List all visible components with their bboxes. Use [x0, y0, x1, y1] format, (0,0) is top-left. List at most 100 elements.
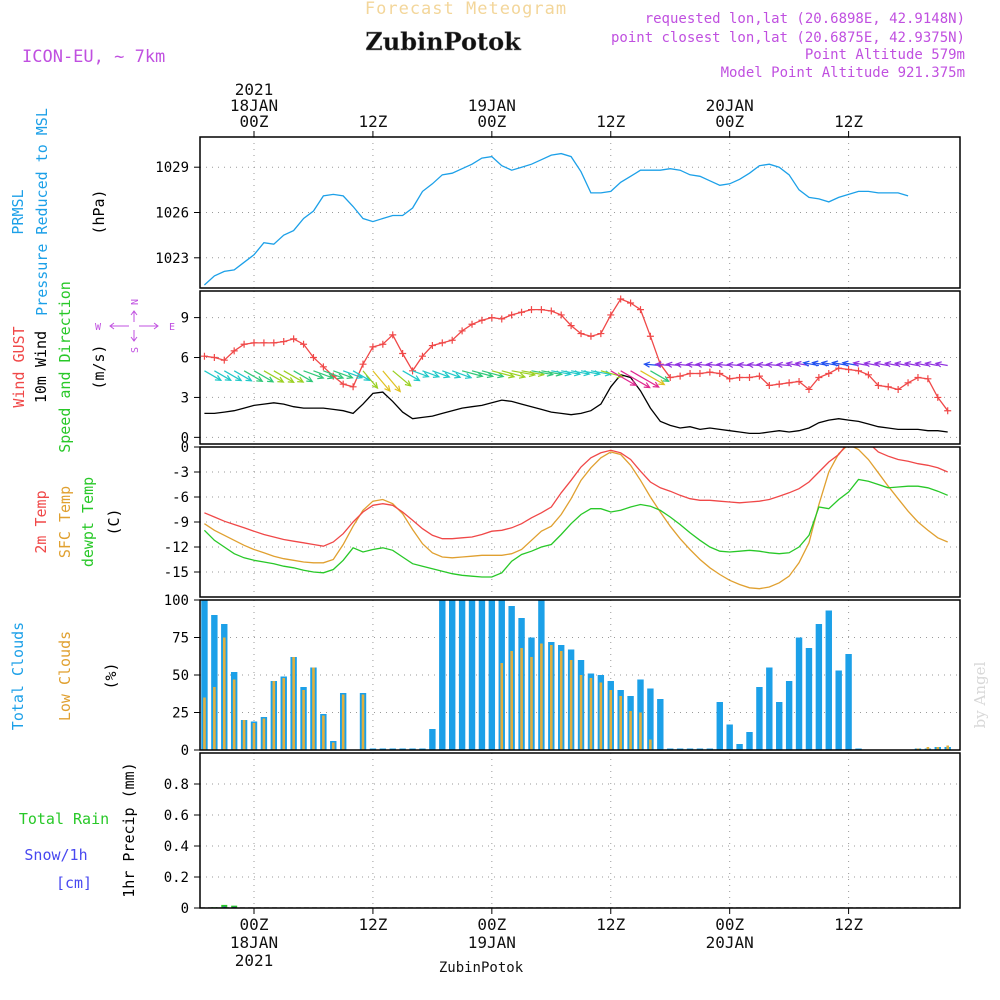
wind-arrow — [610, 370, 637, 386]
location-title: ZubinPotok — [365, 27, 522, 56]
y-tick-label: 0.4 — [164, 839, 189, 855]
gust-marker — [200, 352, 208, 360]
top-time-label: 18JAN — [230, 96, 278, 115]
gust-marker — [884, 383, 892, 391]
grid-wind — [200, 291, 960, 444]
wind-arrow-head — [665, 361, 673, 368]
wind-arrow — [620, 370, 650, 389]
wind-arrow-head — [903, 361, 912, 368]
wind-arrow — [471, 370, 493, 377]
plot-clouds — [201, 600, 951, 750]
wind-arrow — [204, 370, 222, 381]
wind-arrow-head — [873, 360, 881, 368]
panel-border — [199, 752, 961, 909]
wind-arrow — [412, 370, 429, 378]
wind-arrow-head — [736, 361, 744, 369]
compass-south: S — [130, 347, 141, 353]
wind-arrow — [590, 370, 611, 375]
wind-arrow-head — [831, 360, 839, 367]
wind-arrow-head — [317, 373, 325, 380]
panel-wind: 0 3 6 9 — [181, 291, 960, 446]
wind-arrow — [243, 370, 263, 382]
wind-arrow — [352, 370, 370, 381]
wind-arrow-head — [629, 380, 638, 386]
bottom-time-label: 19JAN — [468, 933, 516, 952]
wind-arrow — [422, 370, 440, 378]
y-tick-label: -12 — [164, 540, 189, 556]
compass-east: E — [169, 322, 175, 333]
clouds-axis-label: (%) — [102, 662, 120, 689]
total-cloud-bar — [716, 702, 723, 750]
wind-arrow-head — [785, 361, 793, 368]
gust-marker — [726, 375, 734, 383]
wind-arrow-head — [685, 361, 693, 368]
gust-marker — [458, 327, 466, 335]
compass-north: N — [130, 299, 141, 305]
gust-marker — [518, 308, 526, 316]
gust-marker — [240, 340, 248, 348]
wind-arrow-head — [643, 361, 651, 368]
y-tick-label: 0.2 — [164, 870, 189, 886]
wind-arrow — [303, 370, 324, 379]
low-cloud-bar — [242, 720, 246, 750]
compass-west: W — [95, 322, 102, 333]
wind-arrow-head — [652, 381, 660, 388]
wind-arrow — [895, 362, 909, 367]
total-cloud-bar — [449, 600, 456, 750]
wind-arrow-head — [413, 375, 421, 382]
panel-border — [199, 446, 961, 598]
wind-arrow — [283, 370, 304, 383]
gust-marker — [280, 338, 288, 346]
wind-arrow — [223, 370, 242, 382]
total-cloud-bar — [468, 600, 476, 750]
wind-arrow-head — [794, 360, 802, 368]
temp-axis-label: (C) — [105, 508, 123, 535]
wind-arrow-head — [346, 373, 354, 379]
wind-arrow — [442, 370, 461, 378]
total-cloud-bar — [478, 600, 486, 750]
low-cloud-bar — [302, 690, 305, 750]
gust-markers — [200, 295, 952, 415]
wind-arrow — [551, 370, 571, 375]
low-cloud-bar — [203, 697, 206, 750]
low-cloud-bar — [312, 667, 315, 750]
y-tick-label: -3 — [172, 465, 189, 481]
wind-arrow-head — [371, 382, 379, 390]
wind-arrow — [313, 370, 334, 379]
snow-label: Snow/1h — [24, 846, 87, 864]
gust-marker — [537, 306, 545, 314]
panel-border — [199, 136, 961, 289]
point-altitude: Point Altitude 579m — [805, 47, 965, 63]
low-cloud-bar — [322, 715, 325, 750]
bottom-time-label: 12Z — [596, 915, 625, 934]
y-tick-label: 0 — [181, 743, 189, 759]
gust-marker — [894, 385, 902, 393]
total-cloud-bar — [429, 729, 436, 750]
wind-arrow — [511, 370, 535, 376]
wind-arrow-head — [914, 361, 922, 368]
bottom-time-label: 00Z — [477, 915, 506, 934]
total-cloud-bar — [815, 624, 823, 750]
credit-text: by Angel — [971, 661, 989, 728]
wind-arrow-head — [508, 372, 516, 379]
wind-arrow-head — [422, 371, 430, 378]
wind-arrow-head — [775, 361, 784, 369]
wind-arrow-head — [643, 382, 651, 389]
low-cloud-bar — [599, 682, 603, 750]
gust-marker — [389, 331, 397, 339]
y-tick-label: 0 — [181, 430, 189, 446]
wind-arrow-head — [486, 372, 495, 379]
wind-arrow-head — [893, 361, 902, 368]
wind-arrow — [630, 370, 660, 388]
gust-marker — [210, 354, 218, 362]
wind-arrow — [432, 370, 450, 378]
gust-marker — [468, 320, 476, 328]
pressure-line — [203, 152, 909, 286]
gust-marker — [547, 307, 555, 315]
wind-arrow-head — [715, 361, 724, 369]
low-cloud-bar — [361, 694, 365, 750]
wind-arrow-head — [394, 385, 402, 393]
clouds-axis-label: Total Clouds — [9, 622, 27, 730]
